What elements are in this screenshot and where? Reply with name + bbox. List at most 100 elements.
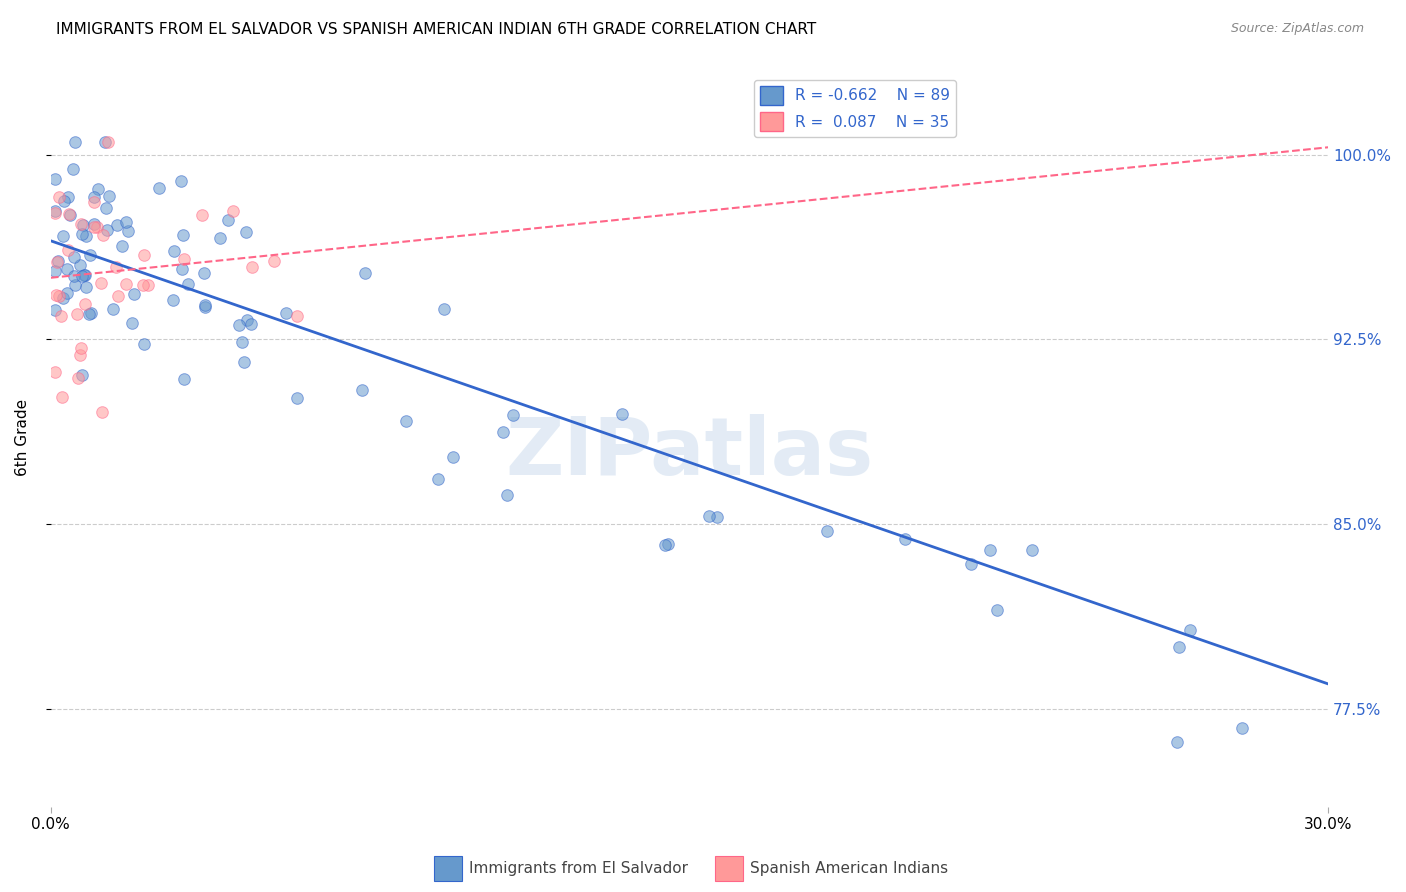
Point — [240, 260, 263, 275]
Point — [107, 289, 129, 303]
Point — [697, 508, 720, 523]
Point — [59, 208, 82, 222]
Bar — [434, 856, 463, 881]
Point — [986, 603, 1008, 617]
Point — [90, 404, 112, 418]
Point — [134, 248, 156, 262]
Point — [70, 368, 93, 383]
Point — [44, 303, 66, 318]
Point — [69, 258, 91, 272]
Point — [83, 220, 105, 235]
Point — [111, 239, 134, 253]
Point — [441, 450, 464, 464]
Point — [58, 243, 80, 257]
Point — [80, 306, 103, 320]
Point — [83, 194, 105, 209]
Point — [63, 250, 86, 264]
Point — [70, 218, 93, 232]
Point — [46, 254, 69, 268]
Point — [815, 524, 838, 539]
Point — [101, 301, 124, 316]
Point — [105, 218, 128, 232]
Point — [83, 189, 105, 203]
Point — [56, 286, 79, 301]
Text: ZIPatlas: ZIPatlas — [505, 414, 873, 491]
Point — [148, 181, 170, 195]
Point — [73, 268, 96, 283]
Point — [657, 537, 679, 551]
Point — [191, 208, 214, 222]
Point — [52, 291, 75, 305]
Point — [1168, 640, 1191, 654]
Text: Spanish American Indians: Spanish American Indians — [751, 862, 948, 876]
Point — [46, 254, 69, 268]
Text: Immigrants from El Salvador: Immigrants from El Salvador — [470, 862, 688, 876]
Point — [69, 348, 91, 362]
Point — [496, 488, 519, 502]
Point — [44, 171, 66, 186]
Point — [654, 538, 676, 552]
Point — [492, 425, 515, 439]
Point — [49, 309, 72, 323]
Point — [172, 228, 194, 243]
Point — [75, 229, 97, 244]
Point — [44, 287, 66, 301]
Point — [62, 161, 84, 176]
Point — [136, 277, 159, 292]
Point — [893, 532, 915, 546]
Point — [1230, 721, 1253, 735]
Point — [97, 135, 120, 149]
Point — [122, 286, 145, 301]
Point — [170, 261, 193, 276]
Point — [87, 182, 110, 196]
Point — [70, 227, 93, 241]
Point — [44, 206, 66, 220]
Point — [231, 334, 253, 349]
Point — [77, 307, 100, 321]
Point — [91, 228, 114, 243]
Point — [114, 277, 136, 291]
Point — [173, 372, 195, 386]
Text: Source: ZipAtlas.com: Source: ZipAtlas.com — [1230, 22, 1364, 36]
Point — [426, 472, 449, 486]
Point — [75, 297, 97, 311]
Point — [79, 248, 101, 262]
Point — [72, 219, 94, 233]
Point — [1178, 623, 1201, 637]
Point — [194, 300, 217, 314]
Point — [58, 190, 80, 204]
Point — [235, 313, 257, 327]
Point — [90, 276, 112, 290]
Point — [96, 222, 118, 236]
Point — [65, 136, 87, 150]
Point — [240, 317, 263, 331]
Point — [94, 201, 117, 215]
Point — [70, 269, 93, 284]
Point — [610, 407, 633, 421]
Point — [117, 224, 139, 238]
Point — [162, 244, 184, 259]
Point — [75, 280, 97, 294]
Point — [194, 298, 217, 312]
Point — [162, 293, 184, 308]
Point — [86, 219, 108, 234]
Point — [285, 391, 308, 405]
Point — [959, 557, 981, 571]
Point — [132, 278, 155, 293]
Point — [66, 307, 89, 321]
Point — [222, 204, 245, 219]
Point — [1021, 542, 1043, 557]
Point — [53, 194, 76, 208]
Point — [176, 277, 198, 291]
Point — [979, 542, 1001, 557]
Point — [56, 262, 79, 277]
Point — [121, 316, 143, 330]
Point — [104, 260, 127, 274]
Point — [352, 383, 374, 397]
Point — [44, 365, 66, 379]
Point — [208, 231, 231, 245]
Point — [193, 266, 215, 280]
Point — [69, 341, 91, 355]
Point — [114, 215, 136, 229]
Point — [170, 174, 193, 188]
